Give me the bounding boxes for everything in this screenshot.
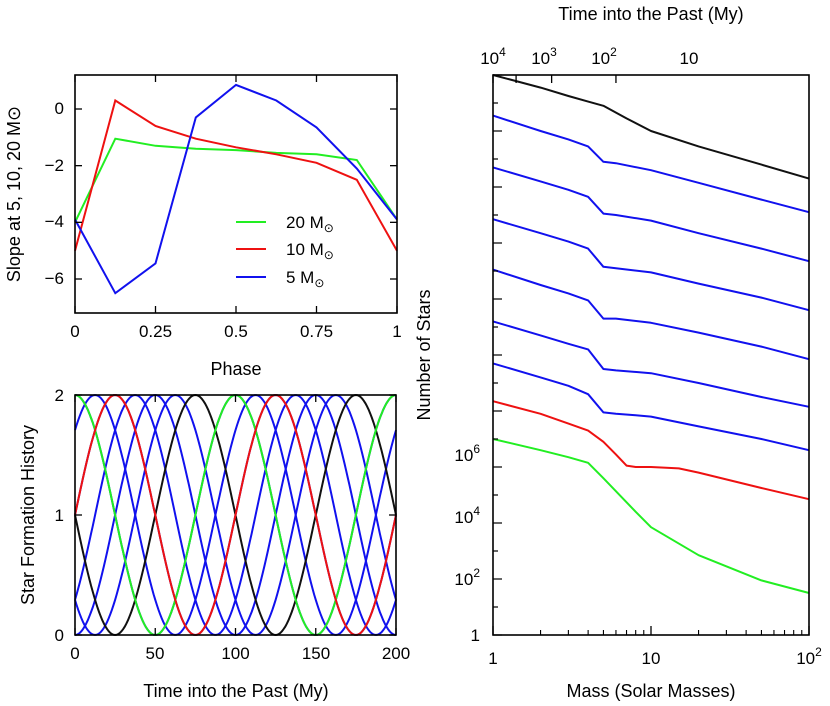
slope-ticks xyxy=(74,75,398,313)
sfh-series-line xyxy=(74,393,397,637)
mass-function-series-line xyxy=(492,74,810,180)
legend-label-5: 5 M⊙ xyxy=(286,268,324,290)
slope-x-axis-label: Phase xyxy=(210,359,261,379)
slope-xtick-label: 0.25 xyxy=(139,322,172,341)
mass-function-plot-frame xyxy=(492,74,810,636)
mass-function-panel: Time into the Past (My) 104 103 102 10 1… xyxy=(414,4,822,701)
count-ytick-label: 102 xyxy=(454,566,480,589)
sun-symbol: ⊙ xyxy=(324,248,334,262)
mass-function-series-group xyxy=(492,74,810,594)
mass-xtick-label: 102 xyxy=(796,645,822,668)
sfh-xtick-label: 200 xyxy=(382,644,410,663)
count-ytick-label: 106 xyxy=(454,442,480,465)
legend-label-20: 20 M⊙ xyxy=(286,213,334,235)
sfh-x-axis-label: Time into the Past (My) xyxy=(143,681,328,701)
top-tick-label: 103 xyxy=(531,45,557,68)
slope-xtick-label: 1 xyxy=(392,322,401,341)
sfh-ytick-label: 0 xyxy=(55,626,64,645)
slope-xtick-label: 0.5 xyxy=(224,322,248,341)
sun-symbol: ⊙ xyxy=(324,221,334,235)
slope-xtick-label: 0.75 xyxy=(300,322,333,341)
sfh-y-axis-label: Star Formation History xyxy=(18,425,38,605)
mass-function-series-line xyxy=(492,320,810,408)
sfh-xtick-label: 50 xyxy=(146,644,165,663)
count-ytick-label: 104 xyxy=(454,504,480,527)
sfh-xtick-label: 100 xyxy=(221,644,249,663)
mass-function-series-line xyxy=(492,218,810,312)
slope-ytick-label: −2 xyxy=(45,156,64,175)
sfh-series-line xyxy=(74,394,397,636)
slope-ytick-label: 0 xyxy=(55,99,64,118)
slope-ytick-label: −4 xyxy=(45,212,64,231)
sfh-ticks xyxy=(74,394,397,636)
mass-function-series-line xyxy=(492,114,810,214)
legend-label-10: 10 M⊙ xyxy=(286,240,334,262)
top-tick-label: 104 xyxy=(480,45,506,68)
slope-series-group xyxy=(74,83,398,295)
mass-function-top-axis-label: Time into the Past (My) xyxy=(558,4,743,24)
top-tick-label: 102 xyxy=(591,45,617,68)
mass-function-series-line xyxy=(492,166,810,263)
mass-function-series-line xyxy=(492,400,810,501)
sfh-xtick-label: 150 xyxy=(302,644,330,663)
mass-function-x-axis-label: Mass (Solar Masses) xyxy=(566,681,735,701)
sun-symbol: ⊙ xyxy=(314,276,324,290)
slope-series-line xyxy=(74,137,398,223)
sfh-ytick-label: 1 xyxy=(55,506,64,525)
mass-function-y-axis-label: Number of Stars xyxy=(414,289,434,420)
sfh-xtick-label: 0 xyxy=(70,644,79,663)
sfh-ytick-label: 2 xyxy=(55,386,64,405)
slope-xtick-label: 0 xyxy=(70,322,79,341)
slope-panel: 0 0.25 0.5 0.75 1 0 −2 −4 −6 Phase Slope… xyxy=(4,74,402,379)
sfh-series-group xyxy=(74,393,397,637)
mass-function-series-line xyxy=(492,438,810,594)
count-ytick-label: 1 xyxy=(471,626,480,645)
slope-series-line xyxy=(74,98,398,252)
mass-xtick-label: 1 xyxy=(488,649,497,668)
slope-legend: 20 M⊙ 10 M⊙ 5 M⊙ xyxy=(236,213,334,290)
mass-xtick-label: 10 xyxy=(642,649,661,668)
slope-series-line xyxy=(74,83,398,295)
sfh-series-line xyxy=(74,394,397,636)
mass-function-series-line xyxy=(492,268,810,361)
slope-y-axis-label: Slope at 5, 10, 20 M⊙ xyxy=(4,106,24,282)
mass-function-ticks xyxy=(492,74,810,636)
slope-ytick-label: −6 xyxy=(45,269,64,288)
mass-function-series-line xyxy=(492,362,810,452)
top-tick-label: 10 xyxy=(680,49,699,68)
sfh-panel: 0 50 100 150 200 0 1 2 Time into the Pas… xyxy=(18,386,410,701)
